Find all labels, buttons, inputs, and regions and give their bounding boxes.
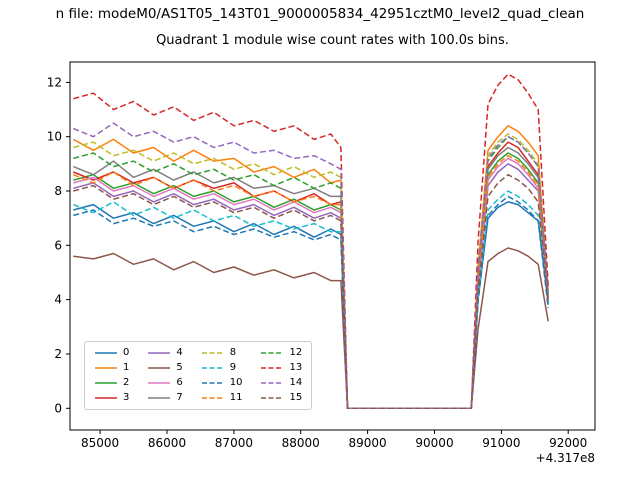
x-tick-label: 86000 (148, 436, 186, 450)
legend-item-8: 8 (201, 347, 243, 359)
series-line-9 (73, 190, 549, 410)
legend-label-13: 13 (289, 362, 303, 373)
legend-label-12: 12 (289, 347, 303, 358)
legend-item-12: 12 (260, 347, 302, 359)
legend-item-14: 14 (260, 377, 302, 389)
x-tick-label: 88000 (282, 436, 320, 450)
legend-item-7: 7 (147, 392, 183, 404)
legend-line-sample-12 (261, 352, 284, 354)
series-line-2 (73, 152, 549, 410)
series-line-10 (73, 195, 549, 410)
legend-line-sample-2 (95, 382, 117, 384)
y-tick-label: 8 (54, 184, 62, 198)
x-tick-label: 89000 (349, 436, 387, 450)
x-tick-label: 90000 (415, 436, 453, 450)
legend-label-2: 2 (123, 377, 130, 388)
series-line-13 (73, 73, 549, 410)
series-line-6 (73, 157, 549, 410)
legend-label-4: 4 (176, 347, 183, 358)
series-line-8 (73, 133, 549, 410)
series-line-1 (72, 125, 549, 410)
y-tick-label: 4 (54, 293, 62, 307)
legend-item-3: 3 (94, 392, 129, 404)
y-tick-label: 12 (47, 75, 62, 89)
legend-label-1: 1 (123, 362, 130, 373)
x-tick-label: 87000 (215, 436, 253, 450)
legend-label-11: 11 (229, 392, 243, 403)
legend-line-sample-0 (95, 352, 117, 354)
legend-label-15: 15 (289, 392, 303, 403)
legend-item-6: 6 (147, 377, 183, 389)
legend-line-sample-14 (261, 382, 284, 384)
legend-line-sample-5 (148, 367, 171, 369)
legend-label-3: 3 (123, 392, 130, 403)
legend-label-7: 7 (176, 392, 183, 403)
legend-label-14: 14 (289, 377, 303, 388)
legend-label-5: 5 (176, 362, 183, 373)
axes-frame (69, 61, 596, 431)
legend-line-sample-9 (201, 367, 224, 369)
legend-line-sample-1 (95, 367, 117, 369)
series-line-7 (73, 146, 549, 410)
legend-item-4: 4 (147, 347, 183, 359)
axes-title: Quadrant 1 module wise count rates with … (156, 33, 509, 48)
series-line-15 (73, 173, 549, 410)
legend-line-sample-3 (95, 397, 117, 399)
x-offset-label: +4.317e8 (536, 451, 595, 465)
x-tick-label: 92000 (549, 436, 587, 450)
y-tick-label: 6 (54, 238, 62, 252)
x-tick-label: 91000 (482, 436, 520, 450)
legend-line-sample-7 (148, 397, 171, 399)
legend-item-9: 9 (201, 362, 243, 374)
legend-item-15: 15 (260, 392, 302, 404)
legend-label-9: 9 (229, 362, 237, 373)
y-tick-label: 10 (47, 130, 62, 144)
y-tick-label: 2 (54, 347, 62, 361)
legend-line-sample-6 (148, 382, 171, 384)
series-line-4 (73, 163, 549, 410)
legend-label-8: 8 (229, 347, 237, 358)
legend-item-1: 1 (94, 362, 129, 374)
legend: 0 4 8 12 1 5 9 13 2 6 10 14 3 7 11 15 (84, 341, 313, 410)
legend-line-sample-13 (261, 367, 284, 369)
legend-item-10: 10 (201, 377, 243, 389)
legend-line-sample-11 (201, 397, 224, 399)
legend-item-5: 5 (147, 362, 183, 374)
series-line-11 (73, 154, 549, 410)
y-tick-label: 0 (54, 401, 62, 415)
legend-item-13: 13 (260, 362, 302, 374)
legend-line-sample-15 (261, 397, 284, 399)
series-line-14 (73, 122, 549, 410)
legend-item-2: 2 (94, 377, 129, 389)
figure-suptitle: n file: modeM0/AS1T05_143T01_9000005834_… (55, 6, 585, 22)
legend-label-0: 0 (123, 347, 130, 358)
legend-label-6: 6 (176, 377, 183, 388)
series-line-12 (73, 135, 549, 410)
legend-line-sample-10 (201, 382, 224, 384)
series-line-5 (73, 247, 549, 410)
x-tick-label: 85000 (81, 436, 119, 450)
legend-line-sample-8 (201, 352, 224, 354)
legend-item-11: 11 (201, 392, 243, 404)
legend-item-0: 0 (94, 347, 129, 359)
legend-label-10: 10 (229, 377, 243, 388)
legend-line-sample-4 (148, 352, 171, 354)
